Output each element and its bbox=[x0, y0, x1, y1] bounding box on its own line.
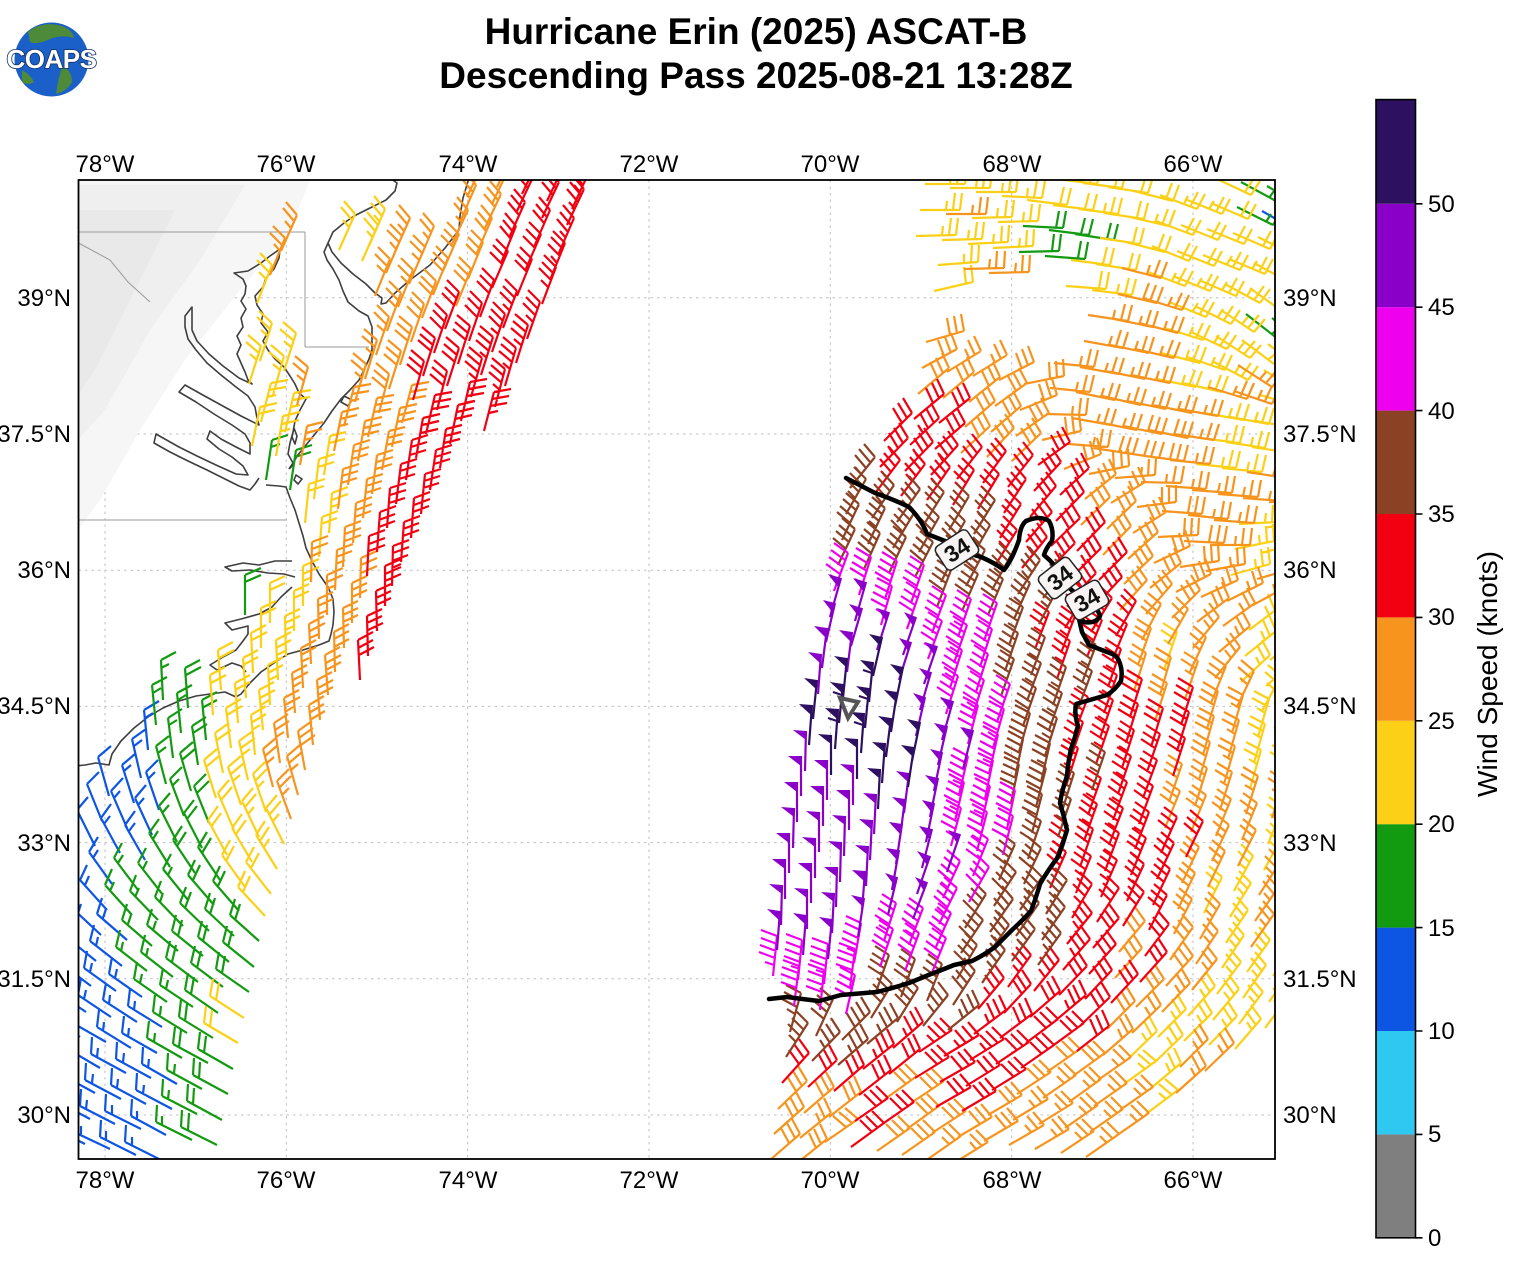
svg-text:76°W: 76°W bbox=[257, 151, 316, 178]
svg-text:0: 0 bbox=[1428, 1225, 1441, 1252]
svg-text:39°N: 39°N bbox=[17, 285, 71, 312]
svg-text:72°W: 72°W bbox=[620, 1167, 679, 1194]
svg-text:31.5°N: 31.5°N bbox=[1283, 966, 1357, 993]
svg-text:36°N: 36°N bbox=[17, 557, 71, 584]
svg-text:37.5°N: 37.5°N bbox=[1283, 421, 1357, 448]
svg-text:70°W: 70°W bbox=[801, 151, 860, 178]
svg-text:25: 25 bbox=[1428, 708, 1455, 735]
svg-text:78°W: 78°W bbox=[76, 1167, 135, 1194]
svg-text:66°W: 66°W bbox=[1164, 151, 1223, 178]
svg-text:30°N: 30°N bbox=[1283, 1102, 1337, 1129]
svg-text:Wind Speed (knots): Wind Speed (knots) bbox=[1472, 551, 1503, 797]
svg-text:31.5°N: 31.5°N bbox=[0, 966, 71, 993]
svg-text:COAPS: COAPS bbox=[7, 44, 97, 74]
svg-text:45: 45 bbox=[1428, 294, 1455, 321]
svg-text:30°N: 30°N bbox=[17, 1102, 71, 1129]
svg-text:36°N: 36°N bbox=[1283, 557, 1337, 584]
svg-text:Descending Pass 2025-08-21 13:: Descending Pass 2025-08-21 13:28Z bbox=[439, 55, 1072, 96]
svg-text:33°N: 33°N bbox=[1283, 830, 1337, 857]
svg-text:74°W: 74°W bbox=[439, 151, 498, 178]
svg-text:76°W: 76°W bbox=[257, 1167, 316, 1194]
svg-text:10: 10 bbox=[1428, 1018, 1455, 1045]
svg-text:70°W: 70°W bbox=[801, 1167, 860, 1194]
svg-text:33°N: 33°N bbox=[17, 830, 71, 857]
svg-text:68°W: 68°W bbox=[983, 151, 1042, 178]
svg-text:72°W: 72°W bbox=[620, 151, 679, 178]
svg-text:39°N: 39°N bbox=[1283, 285, 1337, 312]
svg-text:66°W: 66°W bbox=[1164, 1167, 1223, 1194]
svg-text:78°W: 78°W bbox=[76, 151, 135, 178]
svg-text:15: 15 bbox=[1428, 915, 1455, 942]
svg-text:35: 35 bbox=[1428, 501, 1455, 528]
svg-text:74°W: 74°W bbox=[439, 1167, 498, 1194]
svg-text:68°W: 68°W bbox=[983, 1167, 1042, 1194]
svg-text:40: 40 bbox=[1428, 398, 1455, 425]
svg-text:34.5°N: 34.5°N bbox=[1283, 693, 1357, 720]
svg-text:5: 5 bbox=[1428, 1121, 1441, 1148]
svg-text:30: 30 bbox=[1428, 604, 1455, 631]
svg-text:37.5°N: 37.5°N bbox=[0, 421, 71, 448]
svg-text:34.5°N: 34.5°N bbox=[0, 693, 71, 720]
svg-text:50: 50 bbox=[1428, 191, 1455, 218]
svg-text:Hurricane Erin (2025) ASCAT-B: Hurricane Erin (2025) ASCAT-B bbox=[485, 11, 1028, 52]
svg-text:20: 20 bbox=[1428, 811, 1455, 838]
